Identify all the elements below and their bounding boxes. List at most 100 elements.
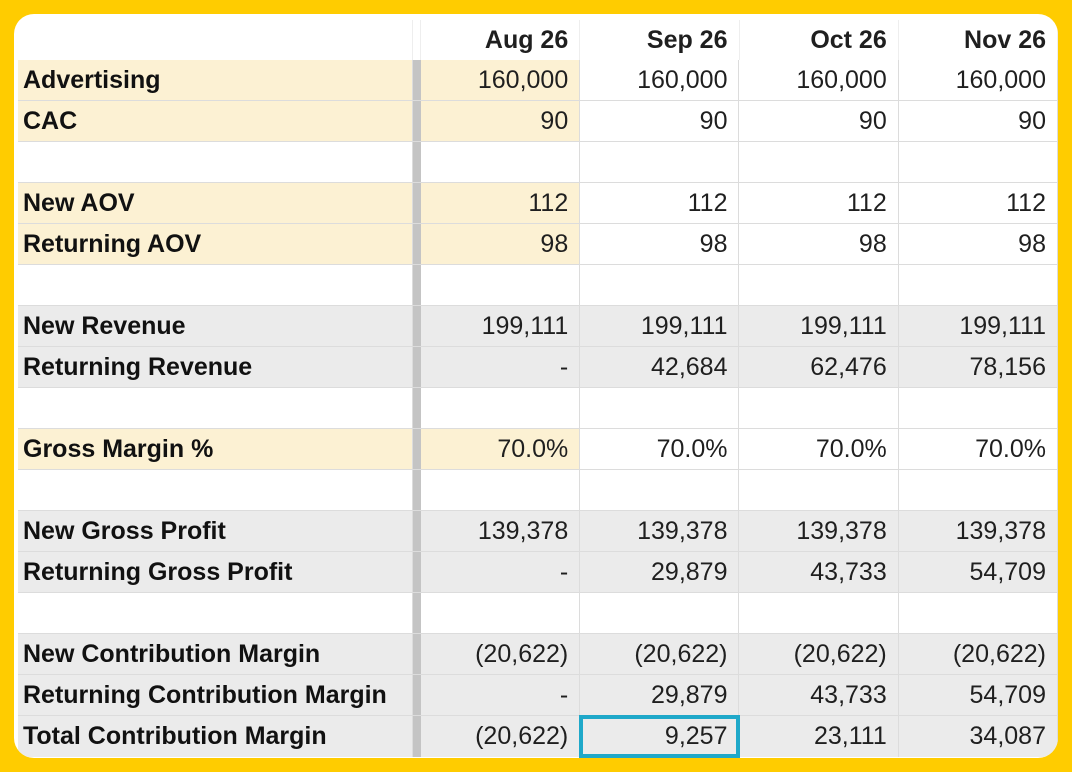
row-label-cell[interactable] [18, 470, 414, 510]
blank-row [18, 142, 1058, 183]
value-cell[interactable]: 62,476 [739, 347, 899, 387]
value-cell[interactable]: 160,000 [739, 60, 899, 100]
value-cell[interactable]: 112 [739, 183, 899, 223]
value-cell[interactable] [899, 265, 1058, 305]
value-cell[interactable]: 160,000 [580, 60, 740, 100]
column-header-oct[interactable]: Oct 26 [740, 20, 899, 60]
value-cell[interactable] [739, 593, 899, 633]
column-separator [413, 511, 421, 551]
value-cell[interactable]: 98 [899, 224, 1058, 264]
table-row: Returning Gross Profit -29,879 43,733 54,70… [18, 552, 1058, 593]
value-cell[interactable]: 90 [899, 101, 1058, 141]
value-cell[interactable] [899, 388, 1058, 428]
row-label-cell[interactable]: Advertising [18, 60, 414, 100]
value-cell[interactable] [580, 593, 740, 633]
value-cell[interactable] [421, 593, 581, 633]
value-cell[interactable]: 43,733 [739, 552, 899, 592]
value-cell[interactable] [580, 470, 740, 510]
value-cell[interactable]: 160,000 [899, 60, 1058, 100]
value-cell[interactable]: 199,111 [580, 306, 740, 346]
row-label-cell[interactable]: New AOV [18, 183, 414, 223]
row-label-cell[interactable] [18, 388, 414, 428]
table-row: New Revenue 199,111 199,111 199,111 199,111 [18, 306, 1058, 347]
value-cell[interactable]: 139,378 [580, 511, 740, 551]
value-cell[interactable]: 54,709 [898, 552, 1058, 592]
value-cell[interactable]: 139,378 [420, 511, 581, 551]
value-cell[interactable] [899, 593, 1058, 633]
value-cell[interactable]: 98 [580, 224, 740, 264]
value-cell[interactable]: 90 [580, 101, 740, 141]
value-cell[interactable] [421, 265, 581, 305]
value-cell[interactable] [899, 470, 1058, 510]
value-cell[interactable] [899, 142, 1058, 182]
value-cell[interactable] [739, 388, 899, 428]
value-cell[interactable]: - [420, 347, 581, 387]
value-cell[interactable]: 42,684 [580, 347, 740, 387]
value-cell[interactable]: 139,378 [739, 511, 899, 551]
value-cell[interactable]: 199,111 [739, 306, 899, 346]
header-corner-cell[interactable] [18, 20, 414, 60]
row-label-cell[interactable] [18, 593, 414, 633]
value-cell[interactable]: 112 [580, 183, 740, 223]
value-cell[interactable]: 70.0% [420, 429, 581, 469]
column-header-aug[interactable]: Aug 26 [421, 20, 581, 60]
row-label-cell[interactable]: CAC [18, 101, 414, 141]
value-cell[interactable]: 199,111 [898, 306, 1058, 346]
selected-cell[interactable]: 9,257 [579, 715, 741, 758]
value-cell[interactable] [580, 265, 740, 305]
value-cell[interactable] [580, 388, 740, 428]
value-cell[interactable]: 70.0% [739, 429, 899, 469]
value-cell[interactable]: 78,156 [898, 347, 1058, 387]
value-cell[interactable] [739, 265, 899, 305]
row-label-cell[interactable]: New Contribution Margin [18, 634, 414, 674]
value-cell[interactable]: 90 [420, 101, 581, 141]
blank-row [18, 388, 1058, 429]
value-cell[interactable]: 43,733 [739, 675, 899, 715]
value-cell[interactable]: (20,622) [898, 634, 1058, 674]
value-cell[interactable]: 90 [739, 101, 899, 141]
row-label-cell[interactable] [18, 265, 414, 305]
blank-row [18, 265, 1058, 306]
value-cell[interactable]: 199,111 [420, 306, 581, 346]
value-cell[interactable] [739, 470, 899, 510]
value-cell[interactable] [421, 388, 581, 428]
value-cell[interactable]: - [420, 675, 581, 715]
row-label-cell[interactable]: Gross Margin % [18, 429, 414, 469]
spreadsheet-grid: Aug 26 Sep 26 Oct 26 Nov 26 Advertising 1… [18, 20, 1058, 758]
value-cell[interactable]: 139,378 [898, 511, 1058, 551]
value-cell[interactable]: 112 [899, 183, 1058, 223]
column-header-sep[interactable]: Sep 26 [580, 20, 740, 60]
value-cell[interactable]: 54,709 [898, 675, 1058, 715]
value-cell[interactable]: (20,622) [420, 634, 581, 674]
value-cell[interactable]: (20,622) [420, 716, 581, 757]
column-separator [413, 347, 421, 387]
row-label-cell[interactable]: New Revenue [18, 306, 414, 346]
value-cell[interactable]: (20,622) [739, 634, 899, 674]
value-cell[interactable]: 70.0% [899, 429, 1058, 469]
value-cell[interactable] [421, 470, 581, 510]
value-cell[interactable]: 160,000 [420, 60, 581, 100]
row-label-cell[interactable]: Returning Contribution Margin [18, 675, 414, 715]
column-separator [413, 552, 421, 592]
row-label-cell[interactable]: Total Contribution Margin [18, 716, 414, 757]
row-label-cell[interactable]: Returning AOV [18, 224, 414, 264]
row-label-cell[interactable] [18, 142, 414, 182]
row-label-cell[interactable]: Returning Revenue [18, 347, 414, 387]
value-cell[interactable]: 23,111 [739, 716, 899, 757]
value-cell[interactable]: 112 [420, 183, 581, 223]
value-cell[interactable] [580, 142, 740, 182]
row-label-cell[interactable]: New Gross Profit [18, 511, 414, 551]
column-separator [413, 60, 421, 100]
value-cell[interactable]: - [420, 552, 581, 592]
value-cell[interactable]: 29,879 [580, 675, 740, 715]
value-cell[interactable]: (20,622) [580, 634, 740, 674]
value-cell[interactable]: 70.0% [580, 429, 740, 469]
value-cell[interactable]: 98 [420, 224, 581, 264]
value-cell[interactable] [421, 142, 581, 182]
value-cell[interactable]: 98 [739, 224, 899, 264]
row-label-cell[interactable]: Returning Gross Profit [18, 552, 414, 592]
value-cell[interactable]: 34,087 [898, 716, 1058, 757]
value-cell[interactable]: 29,879 [580, 552, 740, 592]
column-header-nov[interactable]: Nov 26 [899, 20, 1058, 60]
value-cell[interactable] [739, 142, 899, 182]
